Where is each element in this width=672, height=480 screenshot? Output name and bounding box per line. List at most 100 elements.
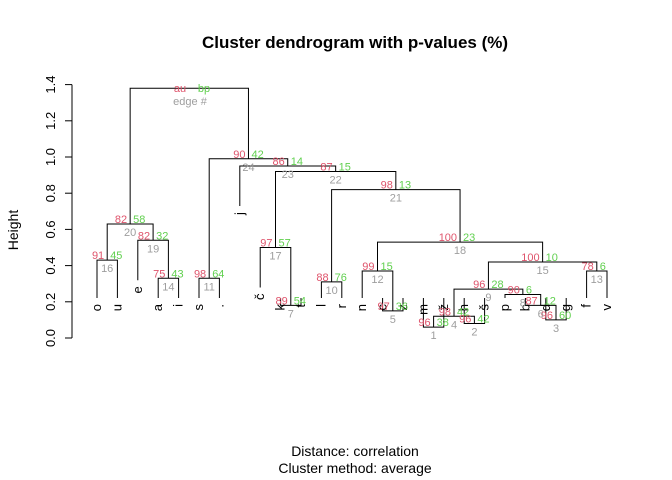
chart-title: Cluster dendrogram with p-values (%) [202, 33, 508, 52]
au-value: 96 [541, 310, 553, 322]
au-value: 96 [418, 317, 430, 329]
leaf-label: r [334, 303, 349, 308]
leaf-label: š [477, 304, 492, 311]
au-value: 97 [260, 238, 272, 250]
legend-au: au [174, 83, 186, 95]
leaf-label: u [109, 304, 124, 311]
bp-value: 57 [279, 238, 291, 250]
leaf-label: t [293, 304, 308, 308]
edge-number: 6 [538, 308, 544, 320]
leaf-label: o [89, 304, 104, 311]
bp-value: 76 [335, 272, 347, 284]
leaf-label: a [150, 303, 165, 311]
leaf-label: p [497, 304, 512, 311]
au-value: 78 [582, 261, 594, 273]
leaf-label: č [252, 293, 267, 300]
legend-bp: bp [198, 83, 210, 95]
au-value: 90 [233, 149, 245, 161]
bp-value: 23 [463, 232, 475, 244]
y-axis: 0.0 0.2 0.4 0.6 0.8 1.0 1.2 1.4 [43, 76, 73, 347]
edge-number: 10 [325, 285, 337, 297]
leaf-label: m [415, 304, 430, 315]
au-value: 87 [525, 295, 537, 307]
edge-number: 15 [536, 265, 548, 277]
au-value: 86 [272, 156, 284, 168]
au-value: 91 [92, 250, 104, 262]
bp-value: 6 [600, 261, 606, 273]
edge-number: 24 [242, 162, 254, 174]
y-tick-label: 1.4 [43, 76, 58, 94]
au-value: 96 [459, 314, 471, 326]
bp-value: 32 [156, 230, 168, 242]
au-value: 88 [316, 272, 328, 284]
bp-value: 10 [546, 252, 558, 264]
au-value: 97 [378, 301, 390, 313]
edge-number: 12 [371, 274, 383, 286]
subtitle-distance: Distance: correlation [291, 443, 419, 459]
leaf-label: . [211, 304, 226, 308]
subtitle-method: Cluster method: average [278, 460, 432, 476]
edge-number: 16 [101, 263, 113, 275]
dendrogram-branches [96, 87, 608, 328]
bp-value: 45 [110, 250, 122, 262]
y-tick-label: 0.2 [43, 293, 58, 311]
leaf-label: l [313, 304, 328, 307]
au-value: 90 [508, 285, 520, 297]
y-tick-label: 0.6 [43, 220, 58, 238]
edge-number: 18 [454, 245, 466, 257]
leaf-label: s [191, 304, 206, 311]
edge-number: 4 [451, 319, 457, 331]
au-value: 98 [381, 180, 393, 192]
bp-value: 42 [457, 306, 469, 318]
edge-number: 7 [288, 308, 294, 320]
leaf-label: i [171, 304, 186, 307]
leaf-label: k [273, 304, 288, 311]
edge-number: 2 [471, 327, 477, 339]
edge-number: 5 [390, 314, 396, 326]
leaf-label: z [395, 304, 410, 311]
leaf-label: d [538, 304, 553, 311]
edge-number: 23 [282, 169, 294, 181]
au-value: 100 [439, 232, 457, 244]
bp-value: 60 [559, 310, 571, 322]
au-value: 99 [362, 261, 374, 273]
y-axis-label: Height [5, 210, 21, 251]
leaf-label: e [130, 286, 145, 293]
bp-value: 15 [381, 261, 393, 273]
au-value: 98 [439, 306, 451, 318]
leaf-labels: o u e a i s . j čk t l r n c z m ž h š p b d g f v [89, 212, 614, 315]
au-value: 82 [115, 214, 127, 226]
y-tick-label: 1.0 [43, 148, 58, 166]
au-value: 100 [521, 252, 539, 264]
edge-number: 22 [330, 174, 342, 186]
leaf-label: g [558, 304, 573, 311]
bp-value: 42 [477, 314, 489, 326]
au-value: 96 [473, 279, 485, 291]
edge-number: 13 [591, 274, 603, 286]
leaf-label: j [232, 212, 247, 216]
legend: au bp edge # [173, 83, 210, 108]
edge-number: 3 [553, 323, 559, 335]
edge-number: 14 [162, 281, 174, 293]
bp-value: 28 [491, 279, 503, 291]
leaf-label: ž [436, 304, 451, 311]
bp-value: 43 [171, 268, 183, 280]
au-value: 89 [276, 295, 288, 307]
edge-number: 19 [147, 243, 159, 255]
bp-value: 58 [133, 214, 145, 226]
bp-value: 42 [251, 149, 263, 161]
leaf-label: c [375, 304, 390, 311]
bp-value: 38 [437, 317, 449, 329]
legend-edge: edge # [173, 96, 208, 108]
edge-number: 11 [203, 281, 214, 293]
edge-number: 1 [431, 330, 437, 342]
edge-number: 17 [269, 251, 281, 263]
bp-value: 12 [544, 295, 556, 307]
edge-number: 9 [485, 292, 491, 304]
bp-value: 36 [396, 301, 408, 313]
branch-m25 [129, 87, 249, 224]
bp-value: 64 [212, 268, 224, 280]
bp-value: 15 [339, 161, 351, 173]
